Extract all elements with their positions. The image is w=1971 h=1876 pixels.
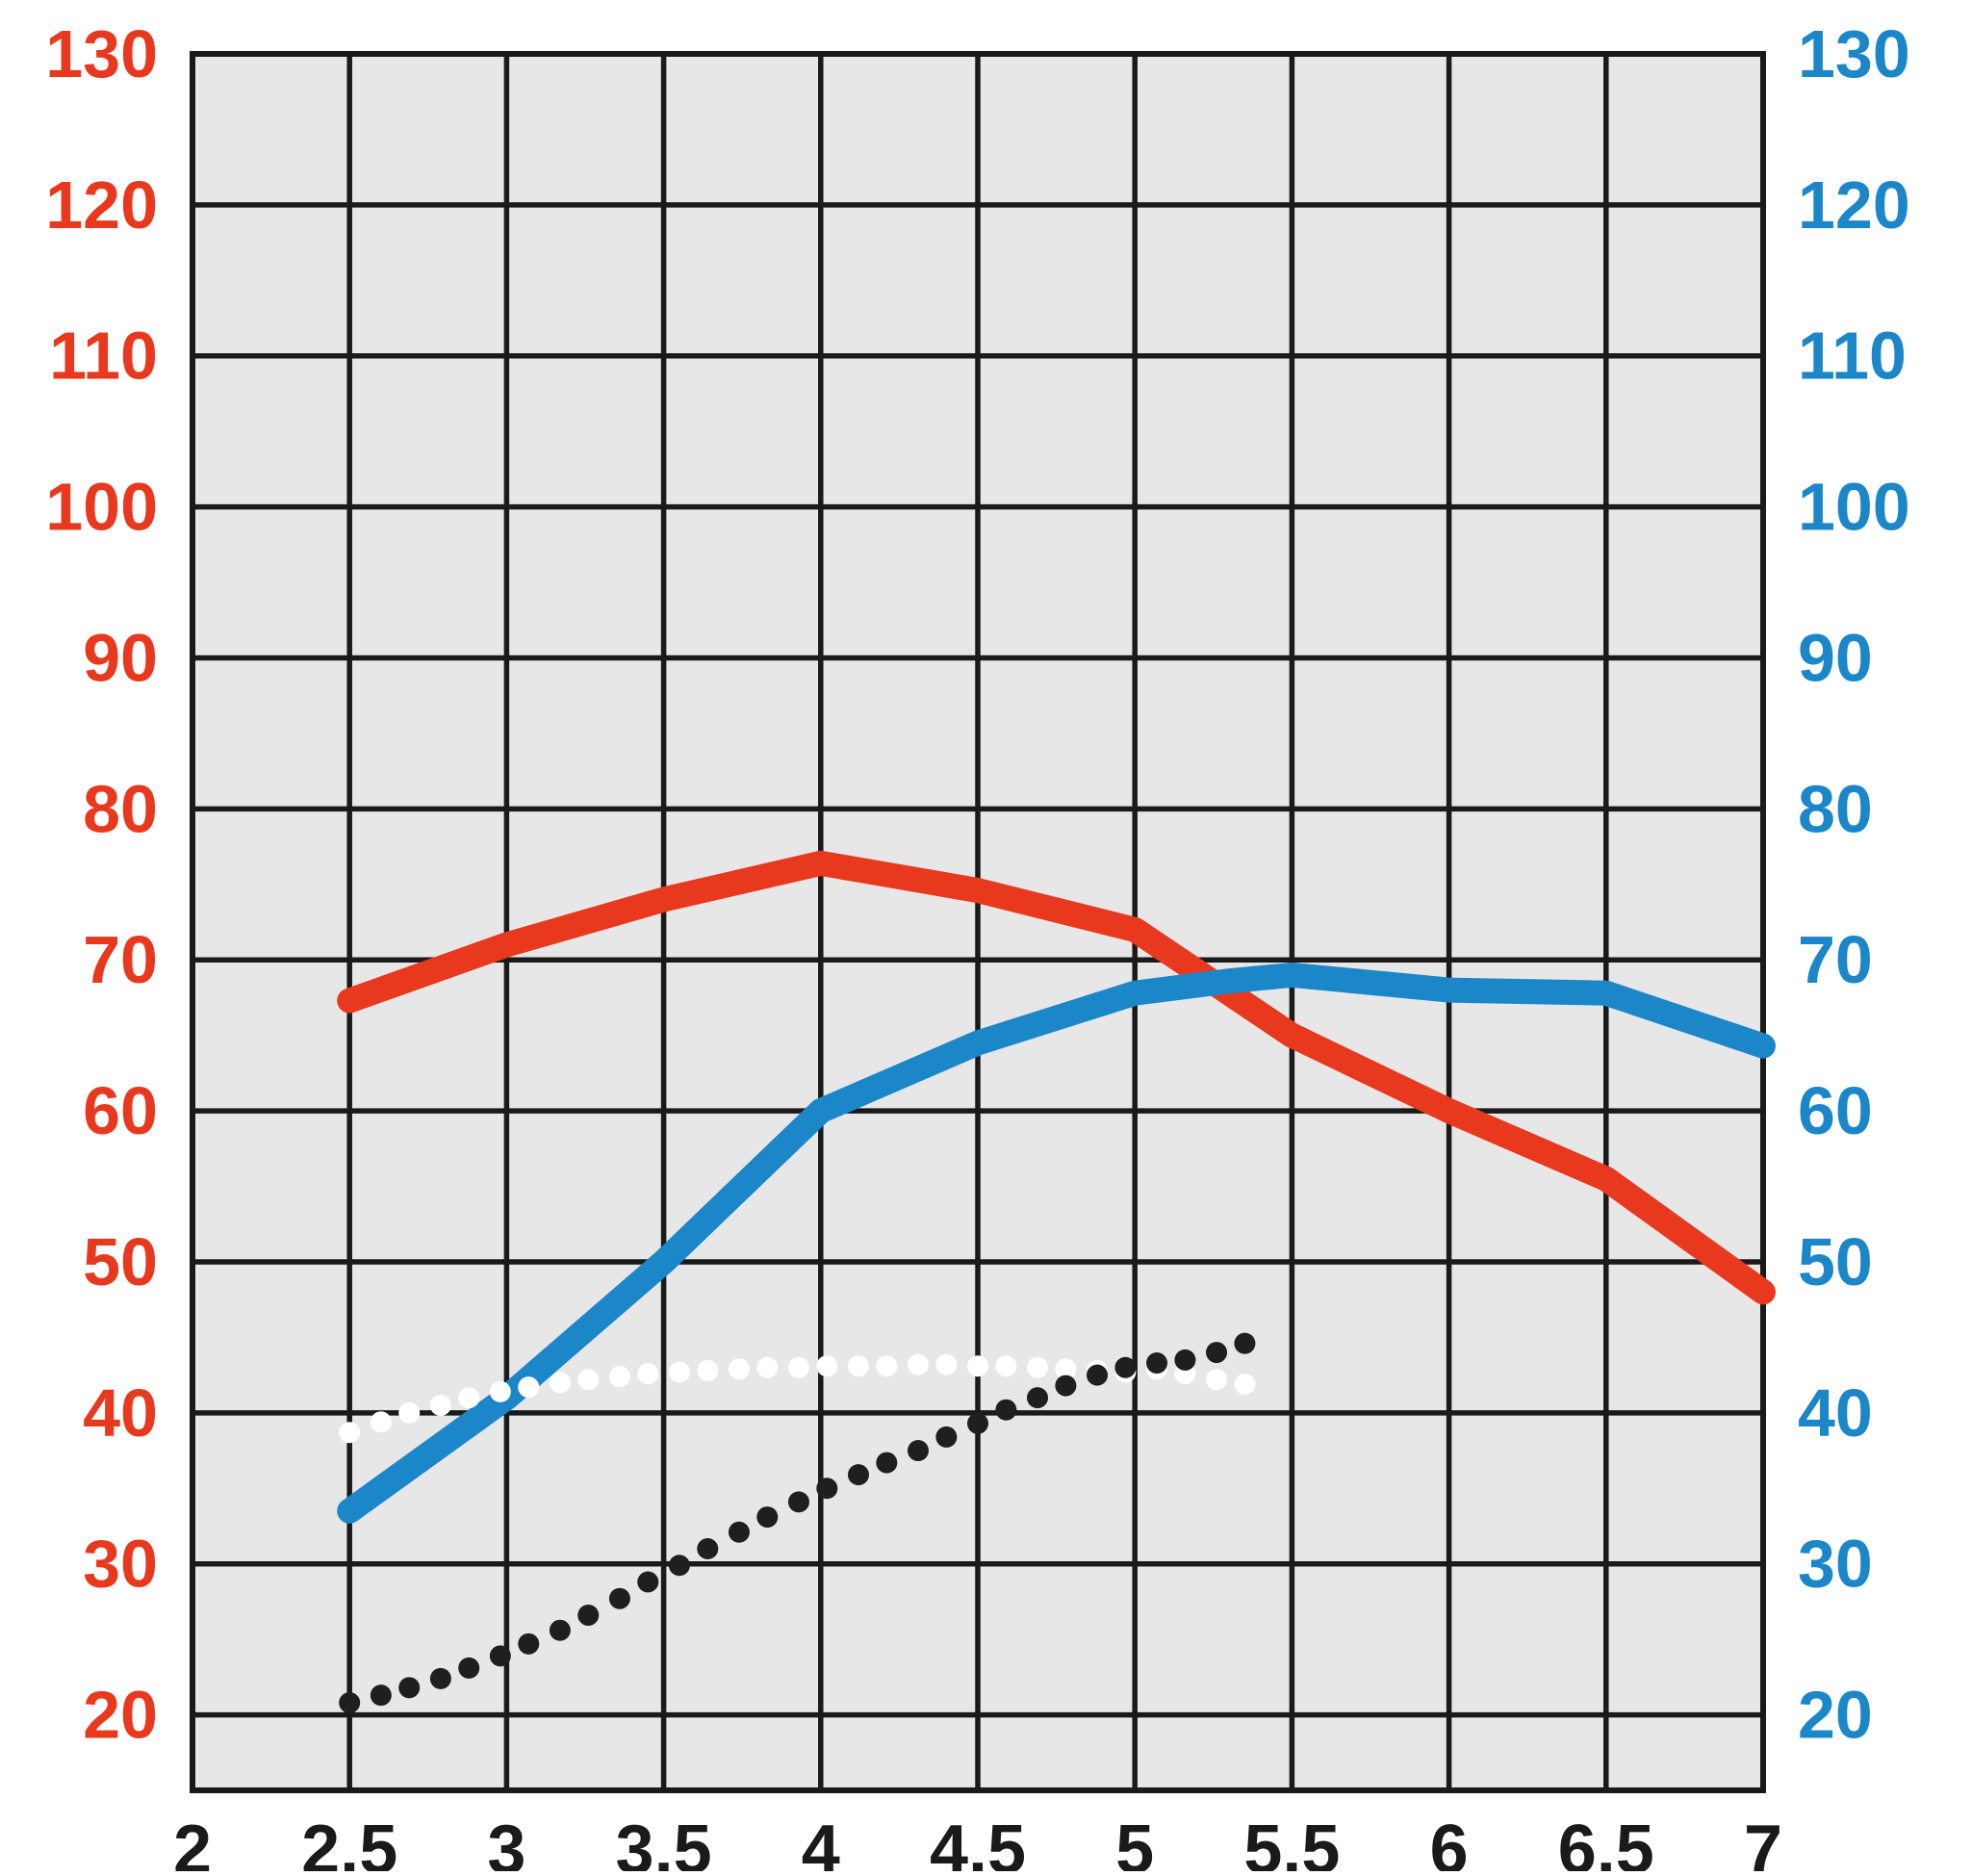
- white-dotted-line-dot: [549, 1372, 571, 1394]
- black-dotted-line-dot: [398, 1677, 421, 1699]
- white-dotted-line-dot: [577, 1369, 600, 1391]
- left-axis-tick-label: 110: [49, 319, 158, 394]
- x-axis-tick-label: 4: [802, 1812, 840, 1871]
- x-axis-tick-label: 3.5: [616, 1812, 712, 1871]
- black-dotted-line-dot: [1206, 1342, 1228, 1364]
- black-dotted-line-dot: [1146, 1352, 1168, 1375]
- black-dotted-line-dot: [608, 1587, 630, 1609]
- white-dotted-line-dot: [429, 1394, 451, 1416]
- black-dotted-line-dot: [637, 1571, 659, 1593]
- black-dotted-line-dot: [1234, 1332, 1256, 1354]
- x-axis-tick-label: 6: [1430, 1812, 1469, 1871]
- blue-solid-line: [337, 962, 1776, 1524]
- left-axis-tick-label: 70: [83, 922, 158, 997]
- left-axis-tick-label: 30: [83, 1527, 158, 1602]
- white-dotted-line-dot: [697, 1359, 719, 1381]
- left-axis-tick-label: 20: [83, 1678, 158, 1753]
- white-dotted-line-dot: [637, 1363, 659, 1385]
- x-axis-tick-label: 3: [487, 1812, 525, 1871]
- black-dotted-line-dot: [697, 1538, 719, 1560]
- right-axis-tick-label: 80: [1798, 771, 1873, 846]
- plot-border: [190, 51, 1766, 1793]
- right-axis-tick-label: 130: [1798, 16, 1910, 91]
- black-dotted-line-dot: [370, 1684, 392, 1707]
- black-dotted-line-dot: [1114, 1356, 1137, 1378]
- white-dotted-line-dot: [728, 1358, 750, 1380]
- right-axis-tick-label: 100: [1798, 470, 1910, 545]
- white-dotted-line-dot: [847, 1355, 869, 1377]
- left-axis-tick-label: 130: [45, 16, 158, 91]
- white-dotted-line-dot: [339, 1422, 361, 1444]
- x-axis-tick-label: 5.5: [1243, 1812, 1340, 1871]
- white-dotted-line-dot: [1206, 1369, 1228, 1391]
- black-dotted-line-dot: [1055, 1375, 1077, 1397]
- black-dotted-line-dot: [967, 1412, 988, 1434]
- white-dotted-line-dot: [489, 1380, 511, 1402]
- left-axis-tick-label: 80: [83, 771, 158, 846]
- white-dotted-line-dot: [967, 1355, 988, 1377]
- white-dotted-line-dot: [816, 1355, 838, 1377]
- black-dotted-line-dot: [518, 1632, 540, 1655]
- left-axis-tick-label: 90: [83, 620, 158, 695]
- white-dotted-line-dot: [518, 1376, 540, 1399]
- white-dotted-line-dot: [756, 1356, 779, 1378]
- right-axis-tick-label: 50: [1798, 1224, 1873, 1299]
- left-axis-tick-label: 120: [45, 167, 158, 243]
- right-axis-tick-label: 120: [1798, 167, 1910, 243]
- white-dotted-line-dot: [935, 1353, 958, 1375]
- x-axis-tick-label: 2.5: [301, 1812, 397, 1871]
- white-dotted-line-dot: [458, 1387, 480, 1409]
- x-axis-tick-label: 4.5: [930, 1812, 1026, 1871]
- left-axis-tick-label: 50: [83, 1224, 158, 1299]
- right-axis-tick-label: 70: [1798, 922, 1873, 997]
- x-axis-tick-label: 5: [1115, 1812, 1154, 1871]
- right-axis-tick-label: 20: [1798, 1678, 1873, 1753]
- x-axis-tick-label: 2: [173, 1812, 212, 1871]
- x-axis-tick-label: 7: [1744, 1812, 1782, 1871]
- black-dotted-line-dot: [935, 1426, 958, 1448]
- white-dotted-line-dot: [370, 1411, 392, 1433]
- right-axis-tick-label: 110: [1798, 319, 1907, 394]
- black-dotted-line-dot: [787, 1491, 809, 1513]
- black-dotted-line-dot: [577, 1605, 600, 1627]
- black-dotted-line-dot: [847, 1464, 869, 1486]
- black-dotted-line-dot: [429, 1667, 451, 1689]
- black-dotted-line-dot: [907, 1440, 929, 1462]
- right-axis-tick-label: 40: [1798, 1375, 1873, 1451]
- black-dotted-line-dot: [668, 1555, 690, 1577]
- left-axis-tick-label: 100: [45, 470, 158, 545]
- black-dotted-line-dot: [728, 1521, 750, 1543]
- white-dotted-line-dot: [1055, 1358, 1077, 1380]
- white-dotted-line-dot: [787, 1356, 809, 1378]
- left-axis-tick-label: 40: [83, 1375, 158, 1451]
- x-axis-tick-label: 6.5: [1558, 1812, 1654, 1871]
- black-dotted-line-dot: [1174, 1349, 1196, 1371]
- white-dotted-line-dot: [876, 1355, 898, 1377]
- right-axis-tick-label: 90: [1798, 620, 1873, 695]
- black-dotted-line-dot: [876, 1452, 898, 1474]
- white-dotted-line-dot: [1027, 1356, 1049, 1378]
- white-dotted-line-dot: [398, 1401, 421, 1424]
- white-dotted-line-dot: [1234, 1374, 1256, 1396]
- black-dotted-line-dot: [489, 1645, 511, 1667]
- black-dotted-line-dot: [816, 1478, 838, 1500]
- white-dotted-line-dot: [907, 1353, 929, 1375]
- right-axis-tick-label: 60: [1798, 1073, 1873, 1148]
- black-dotted-line-dot: [339, 1692, 361, 1714]
- white-dotted-line-dot: [608, 1366, 630, 1388]
- black-dotted-line-dot: [995, 1399, 1017, 1421]
- black-dotted-line-dot: [756, 1506, 779, 1529]
- black-dotted-line-dot: [1087, 1364, 1109, 1386]
- white-dotted-line-dot: [995, 1355, 1017, 1377]
- black-dotted-line-dot: [549, 1619, 571, 1641]
- left-axis-tick-label: 60: [83, 1073, 158, 1148]
- black-dotted-line-dot: [1027, 1387, 1049, 1409]
- red-solid-line: [337, 850, 1776, 1305]
- right-axis-tick-label: 30: [1798, 1527, 1873, 1602]
- white-dotted-line-dot: [668, 1361, 690, 1383]
- black-dotted-line-dot: [458, 1657, 480, 1679]
